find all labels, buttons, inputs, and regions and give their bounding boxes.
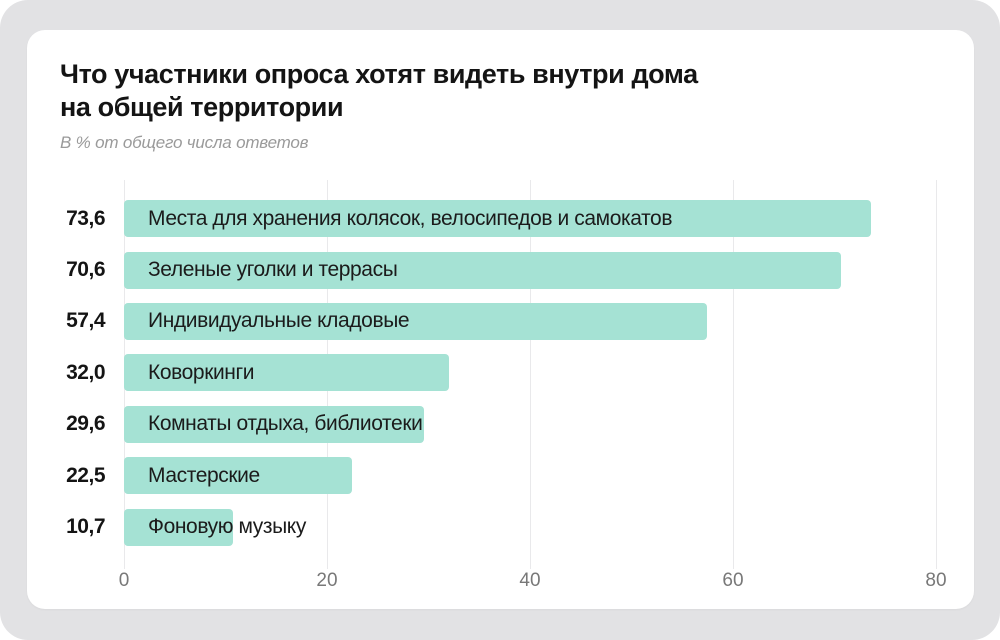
card-content: Что участники опроса хотят видеть внутри… <box>27 30 974 594</box>
bar-category-label: Мастерские <box>148 463 260 487</box>
bar-category-label: Индивидуальные кладовые <box>148 309 410 333</box>
bar: Зеленые уголки и террасы <box>124 251 841 289</box>
bar-row: 73,6 Места для хранения колясок, велосипе… <box>60 193 936 244</box>
bar-value-label: 29,6 <box>66 412 105 436</box>
bar-chart: 73,6 Места для хранения колясок, велосипе… <box>60 180 947 594</box>
bar-value-label: 32,0 <box>66 360 105 384</box>
x-axis-tick-label: 60 <box>722 569 744 591</box>
chart-card: Что участники опроса хотят видеть внутри… <box>27 30 974 609</box>
x-axis-tick-label: 0 <box>118 569 130 591</box>
bar-category-label: Фоновую музыку <box>148 515 306 539</box>
bar: Индивидуальные кладовые <box>124 302 707 340</box>
chart-title-line-2: на общей территории <box>60 92 344 122</box>
bar-category-label: Комнаты отдыха, библиотеки <box>148 412 423 436</box>
bar-track: Зеленые уголки и террасы <box>124 251 936 289</box>
bar-value-label: 10,7 <box>66 515 105 539</box>
bar: Коворкинги <box>124 354 449 392</box>
bar-row: 22,5 Мастерские <box>60 450 936 501</box>
bar-row: 70,6 Зеленые уголки и террасы <box>60 244 936 295</box>
bar-track: Мастерские <box>124 457 936 495</box>
bar-row: 10,7 Фоновую музыку <box>60 501 936 552</box>
chart-title-line-1: Что участники опроса хотят видеть внутри… <box>60 59 698 89</box>
bar-track: Места для хранения колясок, велосипедов … <box>124 200 936 238</box>
bar-value-label: 22,5 <box>66 463 105 487</box>
x-axis: 0 20 40 60 80 <box>119 569 947 594</box>
chart-subtitle: В % от общего числа ответов <box>60 133 309 152</box>
bar-category-label: Коворкинги <box>148 360 255 384</box>
x-axis-tick-label: 20 <box>316 569 338 591</box>
bar-row: 57,4 Индивидуальные кладовые <box>60 296 936 347</box>
gridline <box>936 180 937 569</box>
bar-track: Коворкинги <box>124 354 936 392</box>
x-axis-tick-label: 80 <box>925 569 947 591</box>
bar-category-label: Зеленые уголки и террасы <box>148 258 398 282</box>
bar: Фоновую музыку <box>124 508 306 546</box>
x-axis-tick-label: 40 <box>519 569 541 591</box>
bar: Мастерские <box>124 457 353 495</box>
chart-rows: 73,6 Места для хранения колясок, велосипе… <box>60 180 937 569</box>
bar-row: 29,6 Комнаты отдыха, библиотеки <box>60 399 936 450</box>
bar-value-label: 57,4 <box>66 309 105 333</box>
bar-row: 32,0 Коворкинги <box>60 347 936 398</box>
bar-category-label: Места для хранения колясок, велосипедов … <box>148 206 673 230</box>
bar-value-label: 73,6 <box>66 206 105 230</box>
bar-value-label: 70,6 <box>66 258 105 282</box>
bar: Комнаты отдыха, библиотеки <box>124 405 425 443</box>
bar: Места для хранения колясок, велосипедов … <box>124 200 872 238</box>
chart-title: Что участники опроса хотят видеть внутри… <box>60 58 936 124</box>
bar-track: Индивидуальные кладовые <box>124 302 936 340</box>
bar-track: Комнаты отдыха, библиотеки <box>124 405 936 443</box>
bar-track: Фоновую музыку <box>124 508 936 546</box>
